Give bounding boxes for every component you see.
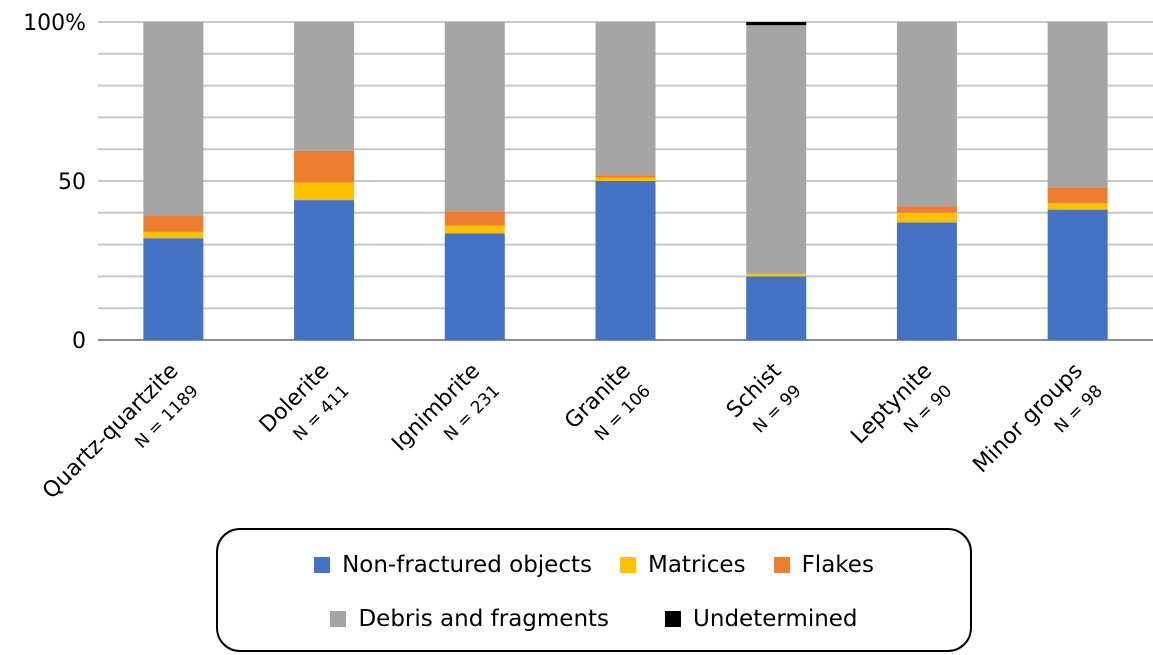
legend-row-1: Non-fractured objects Matrices Flakes — [218, 552, 970, 578]
legend-item-debris: Debris and fragments — [330, 606, 609, 632]
legend-swatch-debris — [330, 611, 347, 627]
bar-stack-ignimbrite — [444, 22, 505, 340]
bar-stack-quartz-quartzite — [143, 22, 204, 340]
legend-swatch-matrices — [619, 557, 636, 573]
bar-segment-non-fractured-objects — [143, 238, 204, 340]
x-category-label: GraniteN = 106 — [560, 359, 655, 454]
bar-segment-non-fractured-objects — [294, 200, 355, 340]
bar-segment-debris-and-fragments — [444, 22, 505, 212]
y-axis-tick-labels: 0 50 100% — [23, 11, 86, 354]
legend-item-non-fractured: Non-fractured objects — [314, 552, 592, 578]
bar-segment-non-fractured-objects — [1047, 209, 1108, 340]
bar-segment-flakes — [896, 206, 957, 213]
bar-segment-non-fractured-objects — [746, 276, 807, 340]
bar-segment-non-fractured-objects — [896, 222, 957, 340]
bar-segment-debris-and-fragments — [294, 22, 355, 151]
bar-segment-flakes — [1047, 187, 1108, 204]
bar-segment-debris-and-fragments — [595, 22, 656, 176]
bar-segment-debris-and-fragments — [1047, 22, 1108, 188]
x-category-label: SchistN = 99 — [722, 358, 806, 442]
bar-segment-debris-and-fragments — [143, 22, 204, 216]
y-tick-label-50: 50 — [58, 170, 86, 195]
bar-stack-granite — [595, 22, 656, 340]
bar-segment-flakes — [143, 215, 204, 232]
legend-label-undetermined: Undetermined — [693, 606, 858, 632]
bar-segment-matrices — [294, 182, 355, 201]
y-tick-label-100: 100% — [23, 11, 86, 36]
y-tick-label-0: 0 — [72, 329, 86, 354]
legend-item-matrices: Matrices — [619, 552, 746, 578]
bar-stacks — [143, 22, 1108, 340]
bar-segment-non-fractured-objects — [444, 233, 505, 340]
legend-swatch-non-fractured — [314, 557, 331, 573]
legend-item-undetermined: Undetermined — [665, 606, 858, 632]
bar-segment-debris-and-fragments — [896, 22, 957, 207]
x-category-label: IgnimbriteN = 231 — [387, 359, 504, 476]
legend-label-debris: Debris and fragments — [358, 606, 610, 632]
stacked-bar-chart: 0 50 100% Quartz-quartziteN = 1189 Dolerite… — [23, 11, 1153, 524]
bar-segment-matrices — [896, 212, 957, 223]
bar-segment-flakes — [595, 175, 656, 178]
bar-segment-matrices — [143, 231, 204, 239]
x-category-label: DoleriteN = 411 — [255, 359, 354, 458]
x-axis-category-labels: Quartz-quartziteN = 1189 DoleriteN = 411 I… — [38, 358, 1107, 524]
bar-segment-flakes — [444, 211, 505, 226]
legend-label-flakes: Flakes — [801, 552, 874, 578]
bar-stack-dolerite — [294, 22, 355, 340]
bar-segment-undetermined — [746, 22, 807, 26]
bar-stack-minor-groups — [1047, 22, 1108, 340]
bar-segment-non-fractured-objects — [595, 181, 656, 340]
legend-swatch-undetermined — [665, 611, 682, 627]
legend-label-non-fractured: Non-fractured objects — [342, 552, 592, 578]
legend-label-matrices: Matrices — [647, 552, 746, 578]
x-category-label: LeptyniteN = 90 — [846, 359, 956, 469]
bar-stack-leptynite — [896, 22, 957, 340]
bar-segment-debris-and-fragments — [746, 25, 807, 274]
x-category-label: Quartz-quartziteN = 1189 — [38, 359, 203, 524]
bar-segment-matrices — [746, 273, 807, 277]
x-category-label: Minor groupsN = 98 — [968, 359, 1107, 498]
bar-segment-matrices — [595, 177, 656, 181]
bar-segment-flakes — [294, 150, 355, 183]
legend: Non-fractured objects Matrices Flakes De… — [216, 528, 972, 652]
legend-swatch-flakes — [773, 557, 790, 573]
legend-item-flakes: Flakes — [773, 552, 874, 578]
bar-segment-matrices — [444, 225, 505, 234]
bar-stack-schist — [746, 22, 807, 340]
bar-segment-matrices — [1047, 203, 1108, 210]
legend-row-2: Debris and fragments Undetermined — [218, 606, 970, 632]
